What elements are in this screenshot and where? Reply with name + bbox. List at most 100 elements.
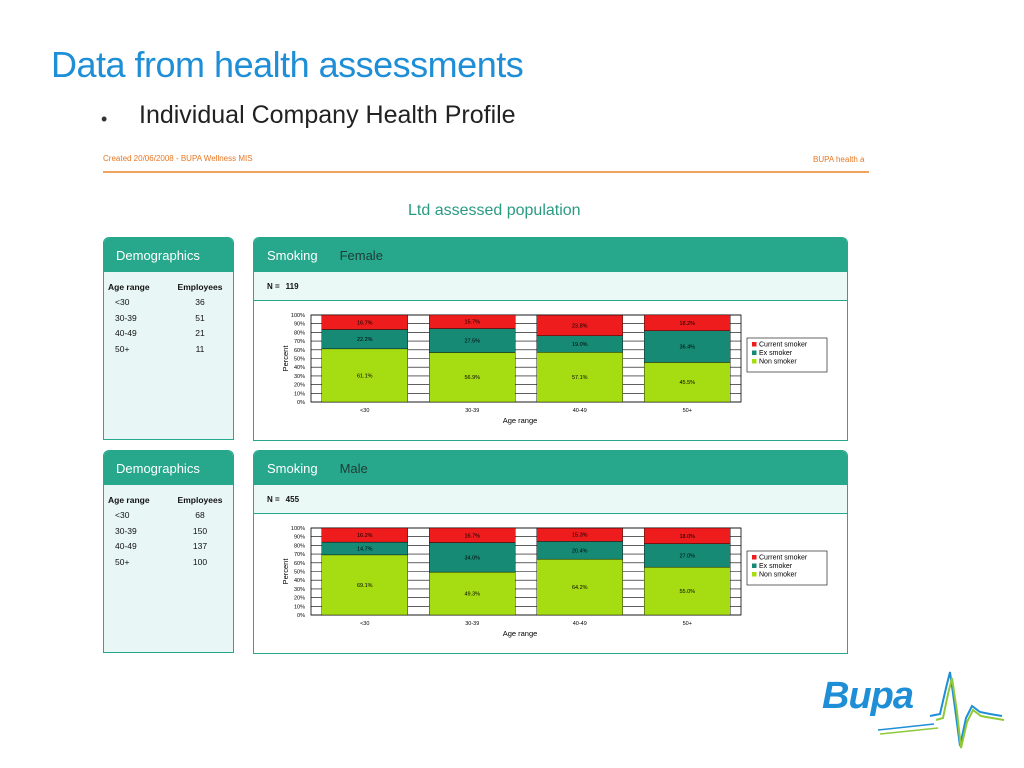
age-cell: 30-39 (115, 525, 137, 536)
count-cell: 68 (195, 510, 205, 521)
bullet-marker: • (101, 109, 108, 129)
count-cell: 137 (192, 541, 208, 552)
x-tick-label: 30-39 (465, 621, 479, 627)
data-label: 18.2% (679, 321, 695, 327)
legend-label: Ex smoker (759, 350, 793, 357)
legend-box (746, 337, 828, 373)
table-row: 40-49 21 (108, 326, 230, 342)
y-axis-title: Percent (281, 558, 290, 585)
smoking-chart-male: 0% 10% 20% 30% 40% 50% 60% 70% 80% 90% 100% Percent… (281, 526, 828, 638)
age-cell: <30 (115, 297, 130, 308)
data-label: 56.9% (464, 375, 480, 381)
y-tick-label: 70% (294, 339, 305, 345)
x-tick-label: 50+ (683, 621, 692, 627)
demographics-header: Demographics (104, 238, 233, 272)
y-tick-label: 90% (294, 322, 305, 328)
table-row: <30 36 (108, 295, 230, 311)
data-label: 16.2% (357, 533, 373, 539)
sample-size-bar: N = 119 (254, 272, 847, 301)
count-cell: 100 (192, 556, 208, 567)
slide-title: Data from health assessments (51, 44, 524, 85)
count-cell: 36 (195, 297, 205, 308)
smoking-chart-female: 0% 10% 20% 30% 40% 50% 60% 70% 80% 90% 100% Percent… (281, 313, 828, 425)
column-header-age: Age range (108, 494, 150, 505)
y-tick-label: 80% (294, 543, 305, 549)
bar-segment (321, 348, 408, 403)
table-row: 50+ 11 (108, 341, 230, 357)
data-label: 64.2% (572, 585, 588, 591)
n-label: N = (267, 281, 280, 291)
smoking-title: Smoking (267, 247, 318, 263)
y-tick-label: 40% (294, 365, 305, 371)
data-label: 27.0% (679, 553, 695, 559)
y-axis-title: Percent (281, 345, 290, 372)
y-tick-label: 80% (294, 330, 305, 336)
bar-segment (644, 314, 731, 331)
age-cell: 50+ (115, 556, 130, 567)
y-tick-label: 100% (291, 526, 305, 532)
bupa-heartbeat-logo-icon (877, 671, 1005, 749)
data-label: 16.7% (464, 533, 480, 539)
y-tick-label: 40% (294, 578, 305, 584)
table-row: 50+ 100 (108, 554, 230, 570)
legend-label: Non smoker (759, 359, 797, 366)
y-tick-label: 20% (294, 596, 305, 602)
age-cell: <30 (115, 510, 130, 521)
count-cell: 11 (195, 343, 205, 354)
age-cell: 40-49 (115, 541, 137, 552)
table-row: 40-49 137 (108, 539, 230, 555)
bar-segment (429, 527, 516, 543)
data-label: 69.1% (357, 583, 373, 589)
data-label: 15.7% (464, 320, 480, 326)
x-tick-label: <30 (360, 621, 369, 627)
table-row: <30 68 (108, 508, 230, 524)
smoking-panel-male: Smoking Male N = 455 0% 10% 20% 30% 40% 50% 60… (253, 450, 848, 654)
count-cell: 21 (195, 328, 205, 339)
data-label: 45.5% (679, 380, 695, 386)
legend-swatch (752, 350, 757, 355)
bar-segment (536, 527, 623, 542)
data-label: 16.7% (357, 320, 373, 326)
bar-segment (429, 571, 516, 616)
y-tick-label: 30% (294, 374, 305, 380)
n-value: 455 (285, 494, 300, 504)
bar-segment (536, 314, 623, 336)
age-cell: 40-49 (115, 328, 137, 339)
legend-label: Non smoker (759, 572, 797, 579)
bar-segment (644, 566, 731, 616)
bar-segment (321, 314, 408, 330)
count-cell: 150 (192, 525, 208, 536)
bar-segment (644, 362, 731, 403)
x-axis-title: Age range (503, 416, 538, 425)
y-tick-label: 100% (291, 313, 305, 319)
table-header-row: Age range Employees (108, 492, 230, 508)
y-tick-label: 0% (297, 613, 305, 619)
bupa-logo-text: Bupa (822, 675, 914, 717)
legend-label: Current smoker (759, 342, 808, 349)
y-tick-label: 30% (294, 587, 305, 593)
report-divider (103, 171, 869, 173)
n-label: N = (267, 494, 280, 504)
bar-segment (429, 542, 516, 573)
x-axis-title: Age range (503, 629, 538, 638)
legend-swatch (752, 563, 757, 568)
y-tick-label: 10% (294, 391, 305, 397)
y-tick-label: 50% (294, 357, 305, 363)
smoking-title: Smoking (267, 460, 318, 476)
x-tick-label: 50+ (683, 408, 692, 414)
data-label: 57.1% (572, 375, 588, 381)
chart-area: 0% 10% 20% 30% 40% 50% 60% 70% 80% 90% 100% Percent… (254, 514, 847, 653)
data-label: 20.4% (572, 548, 588, 554)
table-header-row: Age range Employees (108, 279, 230, 295)
demographics-table: Age range Employees <30 68 30-39 150 40-49… (108, 492, 230, 570)
column-header-employees: Employees (177, 281, 223, 292)
column-header-employees: Employees (177, 494, 223, 505)
legend-swatch (752, 342, 757, 347)
age-cell: 50+ (115, 343, 130, 354)
bar-segment (536, 352, 623, 403)
legend-label: Ex smoker (759, 563, 793, 570)
bar-segment (644, 527, 731, 544)
bar-segment (536, 558, 623, 616)
demographics-table: Age range Employees <30 36 30-39 51 40-49 2… (108, 279, 230, 357)
demographics-panel-male: Demographics Age range Employees <30 68 3… (103, 450, 234, 653)
